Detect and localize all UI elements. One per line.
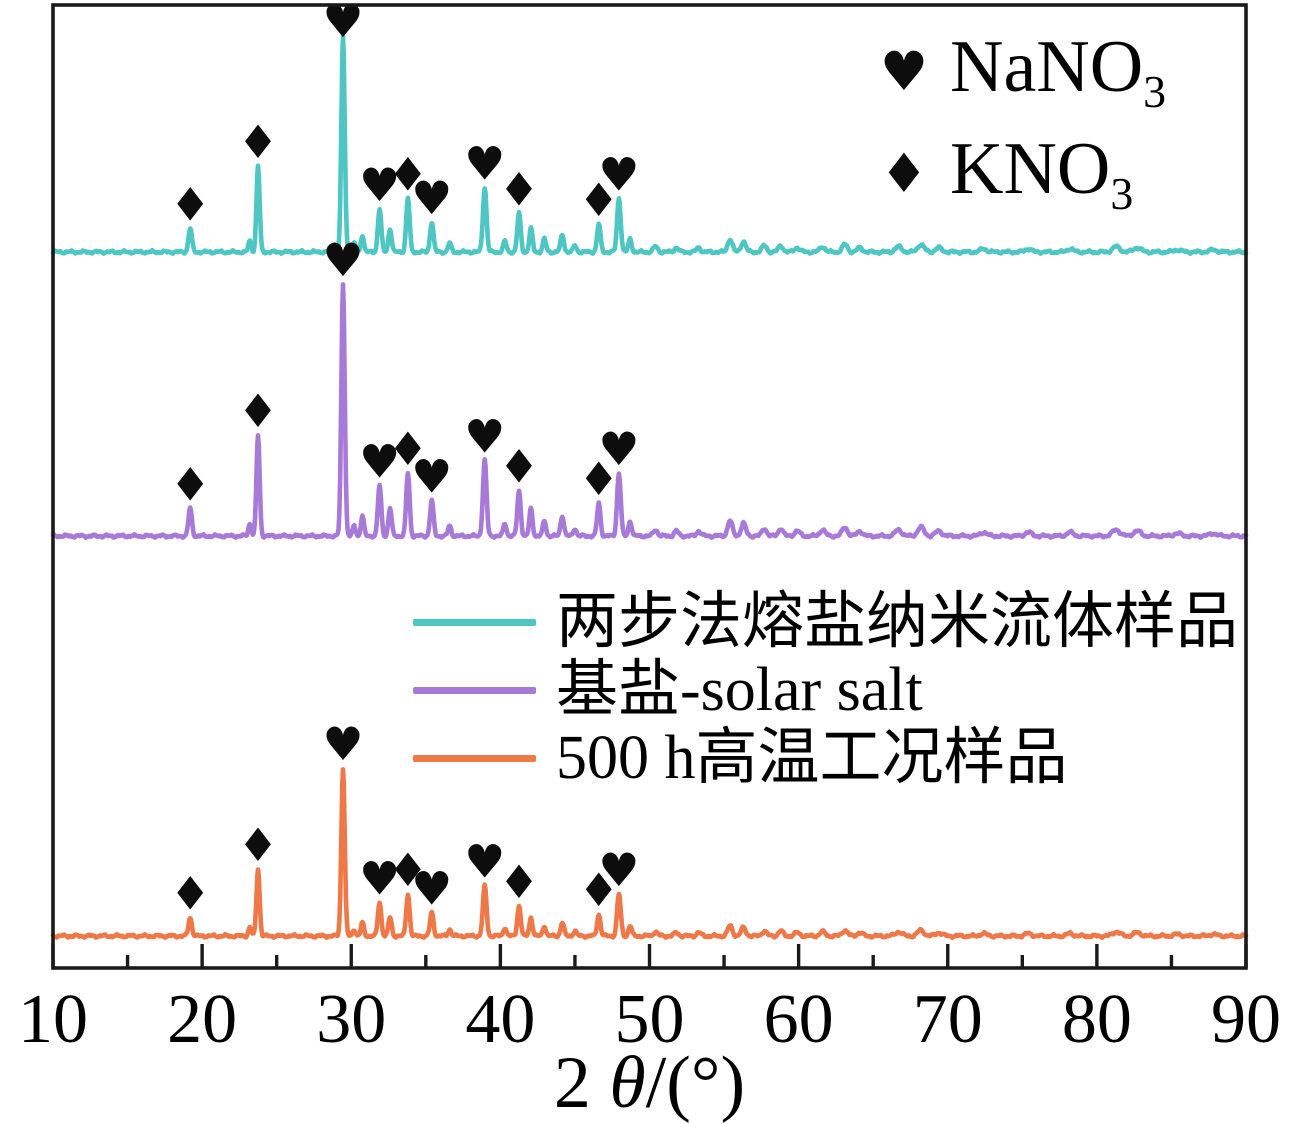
heart-marker-icon: ♥ — [359, 435, 400, 489]
legend-item-500h-sample: 500 h高温工况样品 — [413, 724, 1238, 792]
diamond-icon: ♦ — [879, 142, 929, 205]
x-tick-label: 30 — [316, 981, 386, 1058]
heart-marker-icon: ♥ — [322, 233, 363, 287]
xrd-trace-2 — [50, 767, 1249, 940]
phase-label-nano3: NaNO3 — [950, 25, 1167, 117]
phase-legend-item-kno3: ♦ KNO3 — [878, 130, 1166, 218]
diamond-marker-icon: ♦ — [387, 422, 428, 476]
xrd-trace-1 — [50, 282, 1249, 540]
phase-legend-item-nano3: ♥ NaNO3 — [878, 28, 1166, 116]
x-tick-label: 80 — [1062, 981, 1132, 1058]
diamond-marker-icon: ♦ — [237, 384, 278, 438]
diamond-marker-icon: ♦ — [170, 867, 211, 921]
diamond-marker-icon: ♦ — [237, 818, 278, 872]
diamond-marker-icon: ♦ — [578, 863, 619, 917]
diamond-marker-icon: ♦ — [498, 162, 539, 216]
heart-marker-icon: ♥ — [411, 171, 452, 225]
peak-markers-trace-2: ♦♦♥♥♦♥ ♥♦ ♦♥ — [170, 717, 640, 921]
heart-marker-icon: ♥ — [411, 861, 452, 915]
legend-swatch-orange — [413, 754, 536, 762]
heart-icon: ♥ — [879, 40, 929, 103]
heart-marker-icon: ♥ — [464, 835, 505, 889]
x-tick-label: 70 — [913, 981, 983, 1058]
legend-label: 两步法熔盐纳米流体样品 — [556, 588, 1239, 656]
legend-swatch-teal — [413, 618, 536, 626]
diamond-marker-icon: ♦ — [237, 115, 278, 169]
heart-marker-icon: ♥ — [464, 137, 505, 191]
heart-marker-icon: ♥ — [359, 158, 400, 212]
x-tick-label: 50 — [615, 981, 685, 1058]
diamond-marker-icon: ♦ — [498, 440, 539, 494]
phase-legend: ♥ NaNO3 ♦ KNO3 — [878, 28, 1166, 218]
peak-markers-trace-0: ♦♦♥♥♦♥♥♦ ♦♥ — [170, 0, 640, 231]
diamond-marker-icon: ♦ — [387, 843, 428, 897]
x-axis-ticks — [51, 944, 1248, 968]
series-legend: 两步法熔盐纳米流体样品 基盐-solar salt 500 h高温工况样品 — [413, 588, 1238, 792]
legend-label: 基盐-solar salt — [556, 656, 923, 724]
heart-marker-icon: ♥ — [411, 450, 452, 504]
diamond-marker-icon: ♦ — [578, 452, 619, 506]
plot-frame — [51, 3, 1248, 970]
x-axis-tick-labels: 10 20 30 40 50 60 70 80 90 — [18, 981, 1281, 1058]
x-tick-label: 40 — [465, 981, 535, 1058]
heart-marker-icon: ♥ — [598, 422, 639, 476]
heart-marker-icon: ♥ — [322, 717, 363, 771]
x-tick-label: 90 — [1211, 981, 1281, 1058]
heart-marker-icon: ♥ — [322, 0, 363, 48]
heart-marker-icon: ♥ — [598, 147, 639, 201]
legend-swatch-purple — [413, 686, 536, 694]
x-tick-label: 20 — [167, 981, 237, 1058]
legend-label: 500 h高温工况样品 — [556, 724, 1068, 792]
legend-item-base-salt: 基盐-solar salt — [413, 656, 1238, 724]
heart-marker-icon: ♥ — [359, 851, 400, 905]
diamond-marker-icon: ♦ — [498, 855, 539, 909]
diamond-marker-icon: ♦ — [170, 457, 211, 511]
x-tick-label: 60 — [764, 981, 834, 1058]
xrd-trace-0 — [50, 33, 1249, 256]
peak-markers-trace-1: ♦♦♥♥♦♥♥♦ ♦♥ — [170, 233, 640, 511]
heart-marker-icon: ♥ — [598, 843, 639, 897]
x-axis-title: 2 θ/(°) — [553, 1042, 746, 1124]
legend-item-two-step-sample: 两步法熔盐纳米流体样品 — [413, 588, 1238, 656]
phase-label-kno3: KNO3 — [950, 127, 1134, 219]
diamond-marker-icon: ♦ — [387, 147, 428, 201]
x-tick-label: 10 — [18, 981, 88, 1058]
diamond-marker-icon: ♦ — [578, 173, 619, 227]
diamond-marker-icon: ♦ — [170, 177, 211, 231]
heart-marker-icon: ♥ — [464, 409, 505, 463]
